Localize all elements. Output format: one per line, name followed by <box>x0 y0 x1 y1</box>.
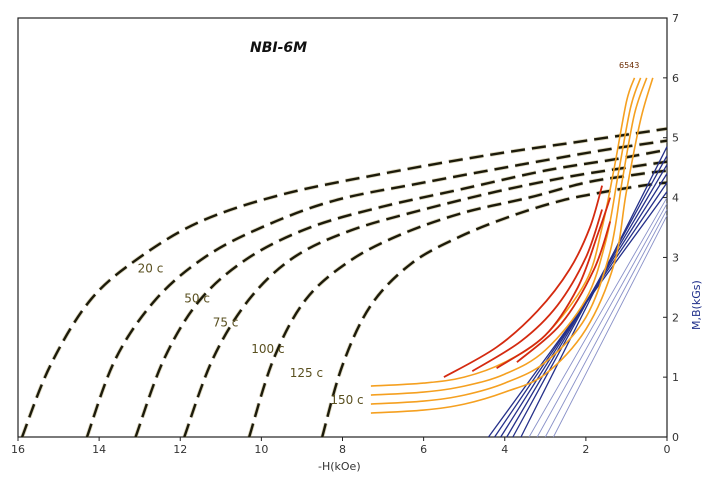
intrinsic-curve-0 <box>20 127 668 438</box>
intrinsic-curve-halo-5 <box>320 180 668 438</box>
x-tick-label: 10 <box>254 443 268 456</box>
x-tick-label: 16 <box>11 443 25 456</box>
x-axis-label: -H(kOe) <box>318 460 361 473</box>
y-tick-label: 3 <box>672 251 679 264</box>
x-tick-label: 6 <box>420 443 427 456</box>
temperature-label-1: 50 c <box>184 291 210 305</box>
recoil-lines <box>487 146 668 438</box>
y-tick-label: 1 <box>672 371 679 384</box>
temperature-label-5: 150 c <box>330 393 363 407</box>
temperature-label-0: 20 c <box>138 261 164 275</box>
normal-curve-orange-3 <box>370 77 654 414</box>
x-tick-label: 4 <box>501 443 508 456</box>
normal-curve-orange-1 <box>370 77 642 396</box>
x-tick-label: 2 <box>582 443 589 456</box>
normal-curves-orange <box>370 77 654 414</box>
normal-curve-red-3 <box>516 221 612 363</box>
recoil-line-6 <box>528 197 668 438</box>
intrinsic-curve-2 <box>134 148 668 438</box>
y-tick-label: 5 <box>672 132 679 145</box>
temperature-label-4: 125 c <box>290 366 323 380</box>
intrinsic-curve-5 <box>321 181 668 438</box>
temperature-label-2: 75 c <box>213 315 239 329</box>
y-tick-label: 2 <box>672 311 679 324</box>
x-tick-label: 12 <box>173 443 187 456</box>
normal-curves-red <box>443 185 612 378</box>
normal-curve-red-1 <box>471 209 603 372</box>
intrinsic-curve-1 <box>85 139 668 438</box>
recoil-line-7 <box>536 203 668 438</box>
intrinsic-curve-3 <box>183 160 668 438</box>
intrinsic-demag-curves <box>20 126 668 438</box>
recoil-line-9 <box>553 215 668 438</box>
plot-border <box>17 17 668 438</box>
temperature-label-3: 100 c <box>251 342 284 356</box>
recoil-line-5 <box>520 146 668 438</box>
normal-curve-red-0 <box>443 185 603 378</box>
x-tick-label: 8 <box>339 443 346 456</box>
y-tick-label: 6 <box>672 72 679 85</box>
recoil-line-8 <box>544 209 668 438</box>
normal-curve-orange-0 <box>370 77 636 387</box>
plot-frame <box>17 17 668 438</box>
y-tick-label: 7 <box>672 12 679 25</box>
chart-title: NBI-6M <box>250 40 307 56</box>
y-axis-label: M,B(kGs) <box>690 280 703 330</box>
y-tick-label: 0 <box>672 431 679 444</box>
labels: 20 c 50 c75 c 100 c 125 c 150 c <box>138 261 364 407</box>
x-tick-label: 0 <box>664 443 671 456</box>
x-tick-label: 14 <box>92 443 106 456</box>
normal-curve-orange-2 <box>370 77 648 405</box>
normal-curve-red-2 <box>496 197 612 369</box>
recoil-line-4 <box>512 155 668 438</box>
annotation-curve-numbers: 6543 <box>619 61 639 70</box>
y-tick-label: 4 <box>672 192 679 205</box>
